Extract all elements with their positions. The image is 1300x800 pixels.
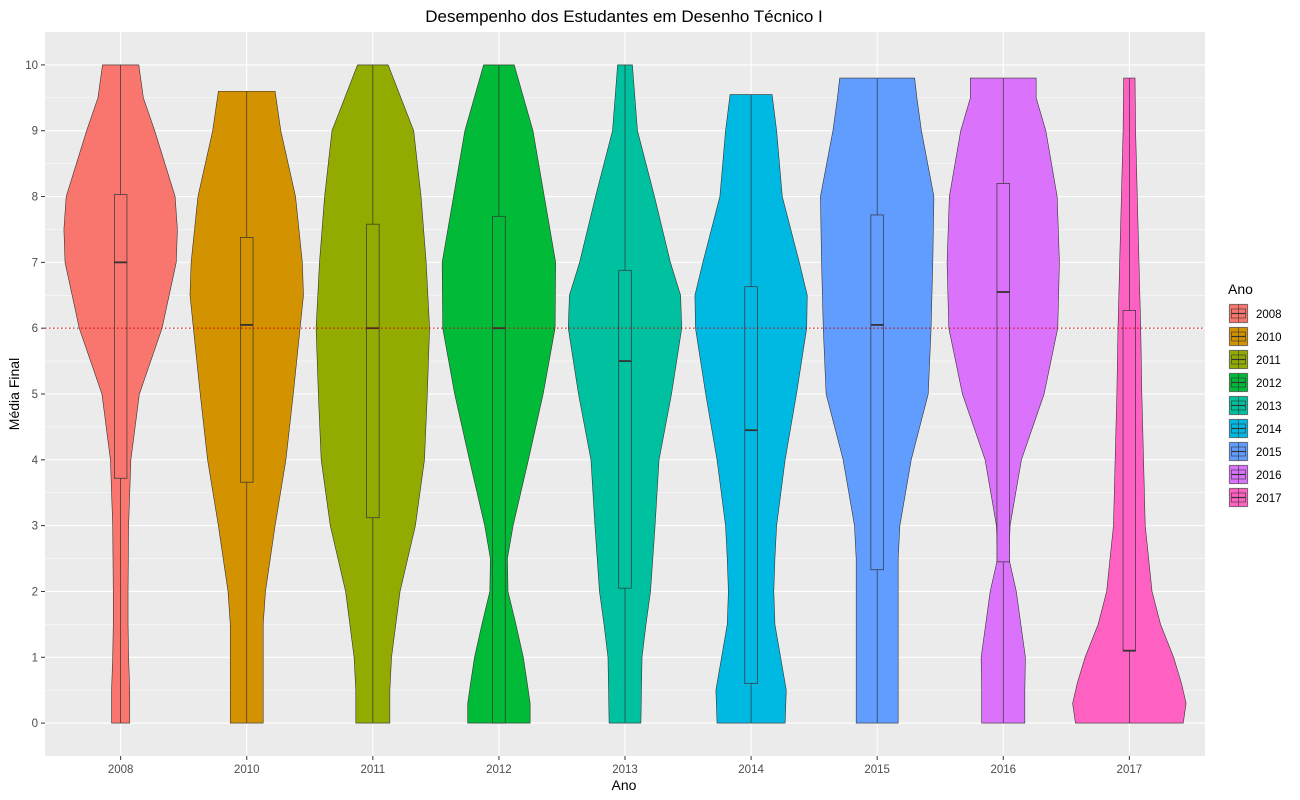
legend-label-2008: 2008	[1256, 309, 1282, 321]
y-tick-label: 1	[32, 652, 38, 664]
x-tick-label: 2017	[1117, 764, 1143, 776]
legend-item-2015: 2015	[1228, 441, 1282, 462]
y-tick-label: 4	[32, 455, 39, 467]
box-2017	[1122, 310, 1137, 652]
x-tick-label: 2013	[612, 764, 638, 776]
y-tick-label: 7	[32, 257, 38, 269]
y-tick-label: 0	[32, 718, 38, 730]
violins-layer	[63, 64, 1187, 724]
legend-item-2017: 2017	[1228, 487, 1282, 508]
box-2011	[366, 223, 380, 519]
box-2015	[870, 214, 884, 571]
box-2012	[492, 215, 506, 724]
y-tick-label: 6	[32, 323, 38, 335]
y-axis-title: Média Final	[6, 358, 22, 430]
x-tick-label: 2008	[108, 764, 134, 776]
box-2014	[744, 286, 758, 684]
legend-label-2010: 2010	[1256, 332, 1282, 344]
legend-item-2008: 2008	[1228, 303, 1282, 324]
box-2016	[996, 183, 1010, 563]
chart-title: Desempenho dos Estudantes em Desenho Téc…	[425, 7, 823, 26]
y-axis: 0 1 2 3 4 5 6 7 8 9 10	[25, 60, 45, 730]
legend-item-2011: 2011	[1228, 349, 1281, 370]
x-tick-label: 2010	[234, 764, 260, 776]
x-tick-label: 2011	[360, 764, 385, 776]
legend-label-2013: 2013	[1256, 401, 1282, 413]
legend-item-2013: 2013	[1228, 395, 1282, 416]
legend-label-2016: 2016	[1256, 470, 1282, 482]
x-tick-label: 2014	[738, 764, 764, 776]
legend-label-2017: 2017	[1256, 493, 1282, 505]
box-2008	[113, 194, 128, 479]
legend-item-2014: 2014	[1228, 418, 1282, 439]
legend-label-2015: 2015	[1256, 447, 1282, 459]
y-tick-label: 10	[25, 60, 38, 72]
y-tick-label: 8	[32, 192, 38, 204]
y-tick-label: 9	[32, 126, 38, 138]
y-tick-label: 3	[32, 521, 38, 533]
box-2013	[618, 269, 632, 589]
x-tick-label: 2012	[486, 764, 512, 776]
legend-item-2010: 2010	[1228, 326, 1282, 347]
x-axis-title: Ano	[612, 777, 637, 793]
x-tick-label: 2015	[864, 764, 890, 776]
legend-label-2011: 2011	[1256, 355, 1281, 367]
y-tick-label: 2	[32, 586, 38, 598]
legend: Ano 2008 2010 2011 2012 2013 2014 2015 2016 2017	[1228, 281, 1282, 508]
x-axis: 2008 2010 2011 2012 2013 2014 2015 2016 2017	[108, 756, 1142, 776]
legend-label-2012: 2012	[1256, 378, 1282, 390]
legend-item-2016: 2016	[1228, 464, 1282, 485]
legend-title: Ano	[1228, 281, 1253, 297]
y-tick-label: 5	[32, 389, 38, 401]
box-2010	[240, 237, 254, 483]
legend-item-2012: 2012	[1228, 372, 1282, 393]
legend-label-2014: 2014	[1256, 424, 1282, 436]
x-tick-label: 2016	[990, 764, 1016, 776]
